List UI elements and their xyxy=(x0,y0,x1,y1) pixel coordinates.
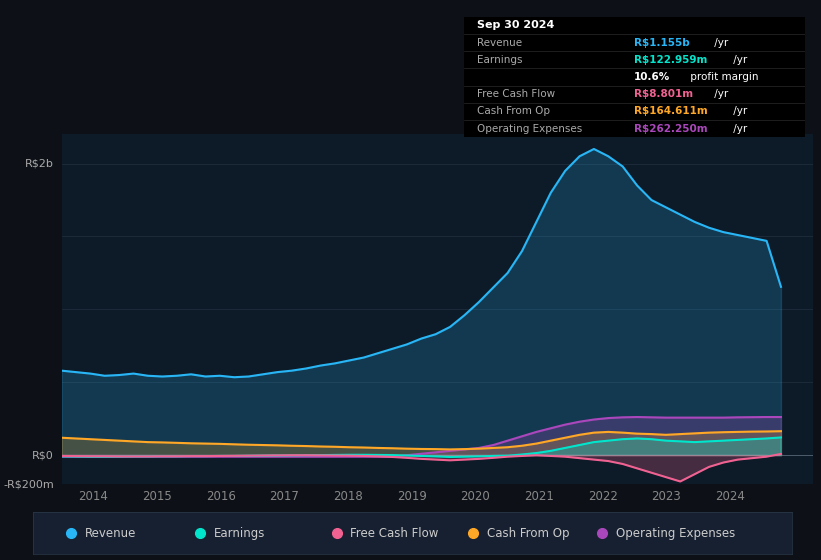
Text: Earnings: Earnings xyxy=(478,55,523,65)
Text: R$262.250m: R$262.250m xyxy=(635,124,708,134)
Text: /yr: /yr xyxy=(730,55,747,65)
Text: Sep 30 2024: Sep 30 2024 xyxy=(478,20,555,30)
Text: Earnings: Earnings xyxy=(213,527,265,540)
Text: R$164.611m: R$164.611m xyxy=(635,106,708,116)
Text: 10.6%: 10.6% xyxy=(635,72,671,82)
Text: R$122.959m: R$122.959m xyxy=(635,55,708,65)
Text: /yr: /yr xyxy=(730,106,747,116)
Text: /yr: /yr xyxy=(710,38,727,48)
Text: /yr: /yr xyxy=(710,89,727,99)
Text: R$2b: R$2b xyxy=(25,158,54,169)
Text: profit margin: profit margin xyxy=(687,72,759,82)
Text: Free Cash Flow: Free Cash Flow xyxy=(351,527,438,540)
Text: Revenue: Revenue xyxy=(478,38,523,48)
Text: -R$200m: -R$200m xyxy=(3,479,54,489)
Text: Operating Expenses: Operating Expenses xyxy=(478,124,583,134)
Text: Free Cash Flow: Free Cash Flow xyxy=(478,89,556,99)
Text: Operating Expenses: Operating Expenses xyxy=(616,527,736,540)
Text: R$0: R$0 xyxy=(32,450,54,460)
Text: Revenue: Revenue xyxy=(85,527,135,540)
Text: /yr: /yr xyxy=(730,124,747,134)
Text: R$8.801m: R$8.801m xyxy=(635,89,694,99)
Text: Cash From Op: Cash From Op xyxy=(478,106,551,116)
Text: Cash From Op: Cash From Op xyxy=(487,527,570,540)
Text: R$1.155b: R$1.155b xyxy=(635,38,690,48)
